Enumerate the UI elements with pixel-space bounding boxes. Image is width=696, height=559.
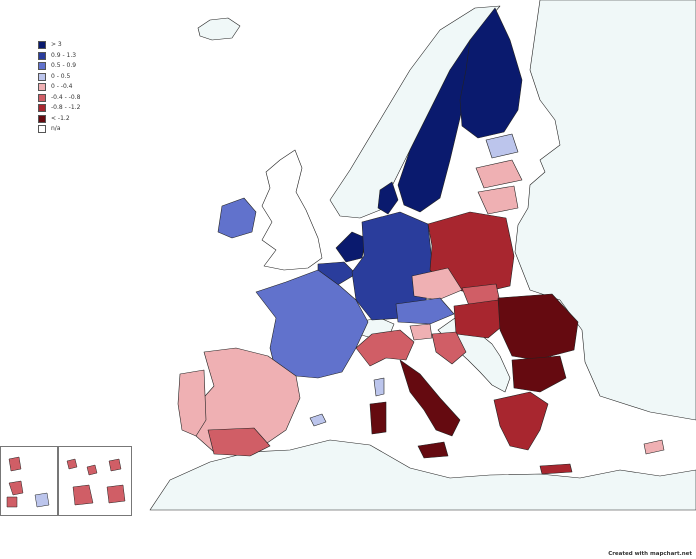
legend-item: 0 - 0.5 — [38, 72, 98, 83]
legend-item: > 3 — [38, 40, 98, 51]
region-spain-south — [207, 427, 271, 457]
legend-swatch — [38, 41, 46, 50]
region-slovenia — [409, 323, 433, 341]
inset-right-shapes — [66, 458, 126, 506]
legend-label: 0.9 - 1.3 — [51, 51, 77, 59]
legend-label: 0 - -0.4 — [51, 83, 73, 91]
legend-item: n/a — [38, 124, 98, 135]
region-austria — [395, 297, 455, 325]
legend-label: 0.5 - 0.9 — [51, 62, 77, 70]
region-sweden — [397, 39, 483, 213]
legend-swatch — [38, 93, 46, 102]
legend-label: -0.8 - -1.2 — [51, 104, 81, 112]
region-estonia — [485, 133, 519, 159]
region-czechia — [411, 267, 463, 301]
region-cyprus — [643, 439, 665, 455]
region-greece — [493, 391, 549, 451]
legend-swatch — [38, 72, 46, 81]
region-crete — [539, 463, 573, 475]
legend-swatch — [38, 83, 46, 92]
region-italy-north — [355, 329, 415, 367]
legend-item: 0.9 - 1.3 — [38, 51, 98, 62]
inset-canary-islands-left — [0, 446, 58, 516]
legend-label: 0 - 0.5 — [51, 72, 71, 80]
region-romania — [497, 293, 579, 361]
legend-item: < -1.2 — [38, 114, 98, 125]
legend-label: n/a — [51, 125, 61, 133]
region-ireland — [217, 197, 257, 239]
legend-swatch — [38, 104, 46, 113]
region-corsica — [373, 377, 385, 397]
region-finland — [459, 7, 523, 139]
legend-label: > 3 — [51, 41, 62, 49]
legend-item: 0.5 - 0.9 — [38, 61, 98, 72]
region-balearics — [309, 413, 327, 427]
legend: > 3 0.9 - 1.3 0.5 - 0.9 0 - 0.5 0 - -0.4 -0.4… — [38, 40, 98, 135]
legend-item: -0.8 - -1.2 — [38, 103, 98, 114]
credit-text: Created with mapchart.net — [608, 551, 692, 557]
legend-swatch — [38, 62, 46, 71]
region-denmark — [377, 181, 399, 215]
region-lithuania — [477, 185, 519, 215]
region-sicily — [417, 441, 449, 459]
legend-swatch — [38, 51, 46, 60]
legend-swatch — [38, 114, 46, 123]
legend-label: -0.4 - -0.8 — [51, 93, 81, 101]
legend-swatch — [38, 125, 46, 134]
legend-label: < -1.2 — [51, 114, 70, 122]
region-italy-south — [399, 359, 461, 437]
inset-left-shapes — [6, 456, 50, 508]
region-united-kingdom — [261, 149, 323, 271]
legend-item: 0 - -0.4 — [38, 82, 98, 93]
legend-item: -0.4 - -0.8 — [38, 93, 98, 104]
region-sardinia — [369, 401, 387, 435]
outside-land-east — [514, 0, 696, 421]
region-portugal — [177, 369, 207, 437]
region-croatia — [431, 331, 467, 365]
inset-canary-islands-right — [58, 446, 132, 516]
outside-land-iceland — [197, 17, 241, 41]
region-france — [255, 269, 369, 379]
region-bulgaria — [511, 355, 567, 393]
region-latvia — [475, 159, 523, 189]
